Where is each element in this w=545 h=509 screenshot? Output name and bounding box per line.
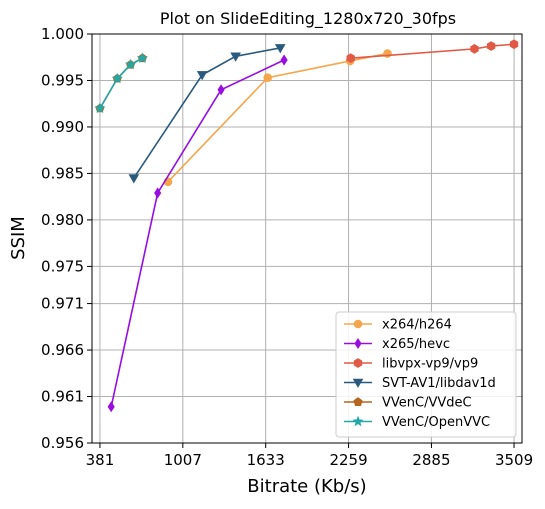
data-point bbox=[111, 72, 123, 84]
series-5 bbox=[94, 52, 148, 114]
x-tick-label: 381 bbox=[86, 451, 115, 469]
chart-title: Plot on SlideEditing_1280x720_30fps bbox=[160, 9, 456, 29]
series-line bbox=[110, 59, 285, 407]
data-point bbox=[128, 174, 140, 184]
legend-label: VVenC/VVdeC bbox=[382, 396, 472, 411]
data-point bbox=[230, 52, 241, 62]
series-line bbox=[99, 57, 143, 109]
data-point bbox=[94, 102, 106, 114]
series-line bbox=[350, 43, 515, 59]
data-point bbox=[509, 39, 519, 50]
legend-marker bbox=[354, 337, 362, 350]
y-tick-label: 0.956 bbox=[41, 434, 84, 452]
data-point bbox=[263, 73, 272, 82]
y-tick-label: 0.995 bbox=[41, 71, 84, 89]
legend-label: x265/hevc bbox=[382, 337, 450, 352]
y-tick-label: 0.966 bbox=[41, 341, 84, 359]
series-0 bbox=[163, 49, 392, 187]
legend-label: SVT-AV1/libdav1d bbox=[382, 376, 496, 391]
legend-entry: SVT-AV1/libdav1d bbox=[344, 376, 496, 391]
series-line bbox=[133, 47, 281, 179]
y-tick-label: 0.961 bbox=[41, 388, 84, 406]
x-axis-label: Bitrate (Kb/s) bbox=[247, 476, 366, 497]
series-layer bbox=[94, 39, 519, 413]
legend-entry: VVenC/OpenVVC bbox=[344, 415, 490, 430]
data-point bbox=[274, 44, 286, 54]
legend-marker bbox=[353, 319, 363, 329]
y-tick-label: 1.000 bbox=[41, 25, 84, 43]
legend: x264/h264 x265/hevc libvpx-vp9/vp9 SVT-AV1/… bbox=[335, 311, 517, 438]
data-point bbox=[107, 401, 115, 413]
legend-label: libvpx-vp9/vp9 bbox=[382, 357, 478, 372]
legend-marker bbox=[353, 397, 363, 406]
series-3 bbox=[128, 44, 286, 184]
legend-marker bbox=[353, 358, 363, 368]
x-tick-label: 1007 bbox=[164, 451, 202, 469]
legend-entry: x264/h264 bbox=[344, 318, 452, 333]
x-tick-label: 2885 bbox=[412, 451, 450, 469]
data-point bbox=[470, 44, 479, 54]
x-tick-label: 1633 bbox=[247, 451, 285, 469]
data-point bbox=[196, 71, 208, 81]
legend-entry: x265/hevc bbox=[344, 337, 450, 352]
x-axis-ticks: 381 1007 1633 2259 2885 3509 bbox=[86, 443, 533, 469]
data-point bbox=[136, 52, 148, 63]
plot-frame bbox=[91, 33, 523, 444]
data-point bbox=[125, 58, 137, 70]
y-axis-label: SSIM bbox=[8, 216, 29, 260]
legend-entry: VVenC/VVdeC bbox=[344, 396, 472, 411]
y-tick-label: 0.975 bbox=[41, 257, 84, 275]
y-tick-label: 0.971 bbox=[41, 295, 84, 313]
legend-marker bbox=[352, 378, 364, 388]
data-point bbox=[217, 84, 225, 96]
series-line bbox=[99, 57, 143, 109]
legend-box bbox=[335, 311, 517, 438]
y-tick-label: 0.980 bbox=[41, 211, 84, 229]
y-tick-label: 0.990 bbox=[41, 118, 84, 136]
y-tick-label: 0.985 bbox=[41, 164, 84, 182]
x-tick-label: 2259 bbox=[329, 451, 367, 469]
data-point bbox=[280, 54, 288, 66]
series-2 bbox=[346, 39, 519, 64]
series-1 bbox=[107, 54, 288, 413]
data-point bbox=[154, 187, 162, 199]
legend-label: VVenC/OpenVVC bbox=[382, 415, 490, 430]
data-point bbox=[486, 41, 496, 51]
legend-label: x264/h264 bbox=[382, 318, 452, 333]
x-tick-label: 3509 bbox=[495, 451, 533, 469]
data-point bbox=[346, 53, 355, 64]
legend-marker bbox=[352, 415, 364, 427]
y-axis-ticks: 0.956 0.961 0.966 0.971 0.975 0.980 0.985 0.990… bbox=[41, 25, 92, 452]
legend-entry: libvpx-vp9/vp9 bbox=[344, 357, 478, 372]
